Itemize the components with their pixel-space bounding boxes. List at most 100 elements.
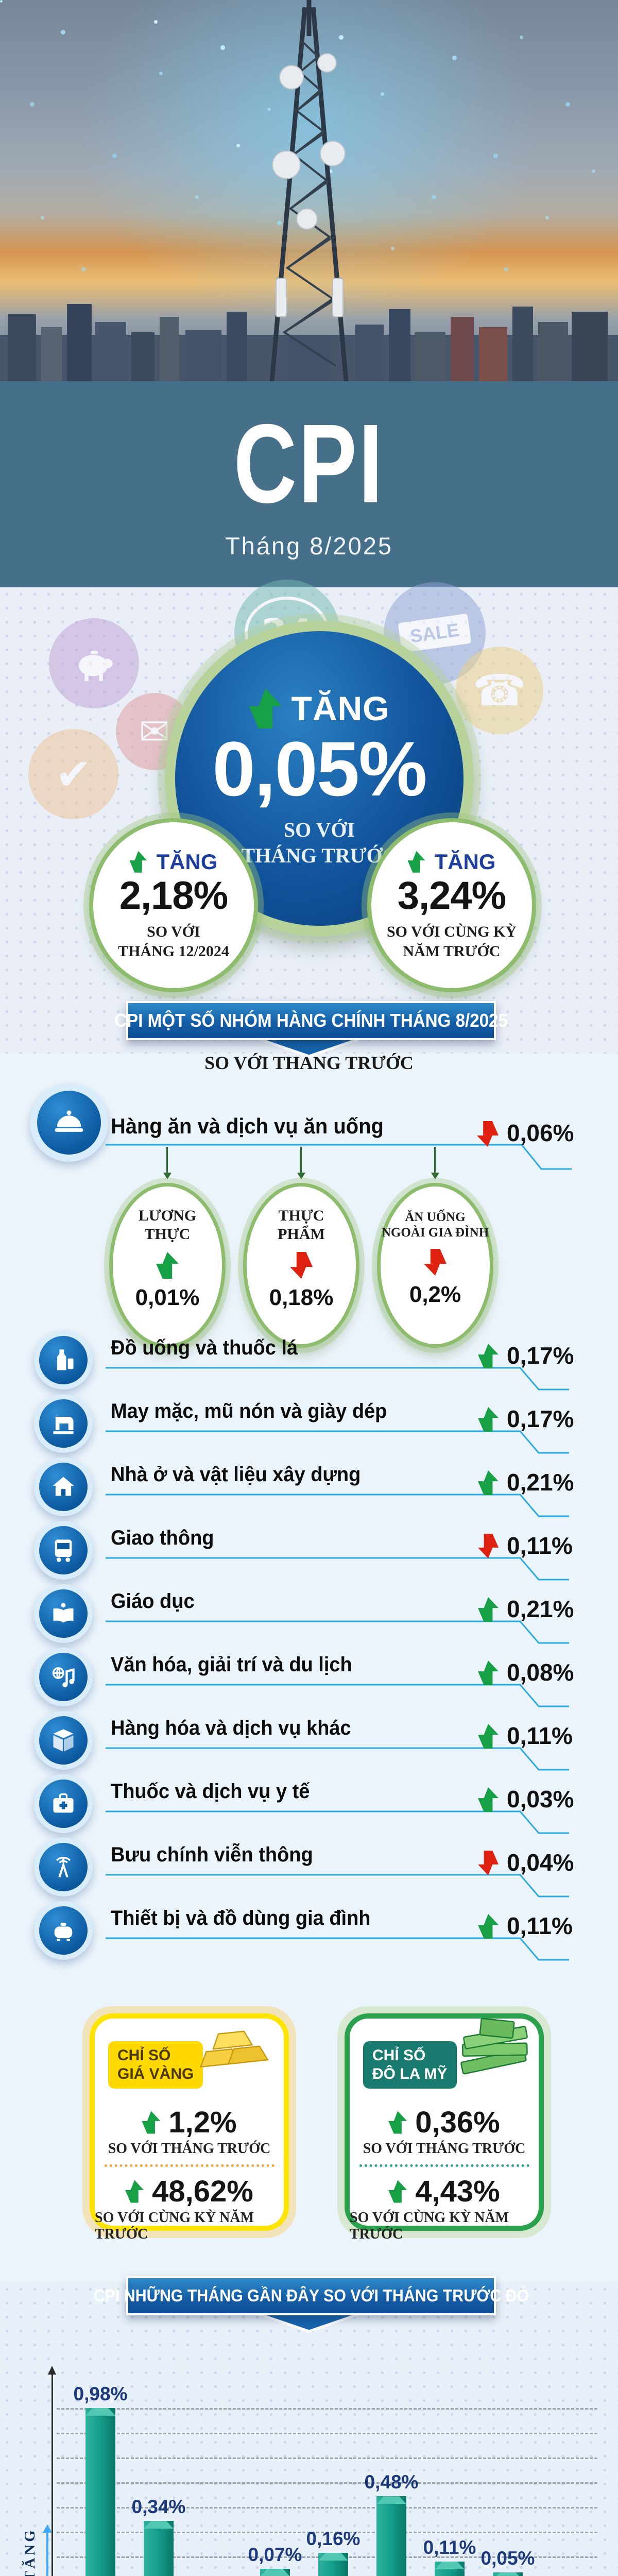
chart-section-banner: CPI NHỮNG THÁNG GẦN ĐÂY SO VỚI THÁNG TRƯ…: [93, 2276, 529, 2315]
gridline: [57, 2433, 597, 2434]
compare-line: THÁNG TRƯỚC: [241, 843, 398, 867]
usd-yoy-value: 4,43%: [415, 2175, 500, 2208]
page-title: CPI: [233, 401, 385, 527]
sub-value: 0,01%: [135, 1285, 200, 1310]
usd-yoy-caption: SO VỚI CÙNG KỲ NĂM TRƯỚC: [350, 2210, 509, 2242]
usd-chip: CHỈ SỐ ĐÔ LA MỸ: [363, 2041, 457, 2089]
piggy-bank-icon: [49, 618, 139, 708]
drop-connector: [163, 1147, 171, 1179]
up-arrow-icon: [388, 2180, 407, 2203]
category-label: Thuốc và dịch vụ y tế: [111, 1780, 310, 1803]
connector-line: [106, 1747, 569, 1771]
gold-chip: CHỈ SỐ GIÁ VÀNG: [108, 2041, 203, 2089]
drop-connector: [297, 1147, 305, 1179]
connector-line: [106, 1144, 572, 1170]
bar-value-label: 0,34%: [131, 2496, 186, 2518]
category-label: Thiết bị và đồ dùng gia đình: [111, 1907, 371, 1929]
bar-value-label: 0,11%: [423, 2537, 476, 2558]
category-value: 0,21%: [507, 1596, 574, 1622]
usd-mom-caption: SO VỚI THÁNG TRƯỚC: [363, 2141, 526, 2157]
category-label: Giáo dục: [111, 1590, 195, 1613]
bar-month-4: [260, 2568, 290, 2576]
cpi-vs-dec-indicator: TĂNG 2,18% SO VỚI THÁNG 12/2024: [89, 818, 258, 992]
up-arrow-icon: [125, 2180, 144, 2203]
cpi-yoy-indicator: TĂNG 3,24% SO VỚI CÙNG KỲ NĂM TRƯỚC: [367, 818, 536, 992]
phone-icon: ☎: [456, 647, 543, 734]
connector-line: [106, 1684, 569, 1707]
category-value: 0,03%: [507, 1786, 574, 1812]
left-direction-label: TĂNG: [156, 849, 218, 874]
usd-index-card: CHỈ SỐ ĐÔ LA MỸ 0,36% SO VỚI THÁNG TRƯỚC: [337, 2006, 551, 2242]
medical-kit-icon: [39, 1780, 88, 1828]
category-value: 0,08%: [507, 1659, 574, 1686]
gold-yoy-value: 48,62%: [152, 2175, 253, 2208]
connector-line: [106, 1810, 569, 1834]
food-group-value: 0,06%: [507, 1120, 574, 1146]
connector-line: [106, 1430, 569, 1454]
usd-mom-value: 0,36%: [415, 2106, 500, 2139]
house-icon: [39, 1463, 88, 1511]
city-skyline: [0, 304, 618, 381]
category-label: Bưu chính viễn thông: [111, 1843, 313, 1866]
page-subtitle: Tháng 8/2025: [225, 532, 393, 560]
groups-section-banner: CPI MỘT SỐ NHÓM HÀNG CHÍNH THÁNG 8/2025: [114, 1001, 508, 1040]
antenna-icon: [39, 1843, 88, 1891]
food-group-label: Hàng ăn và dịch vụ ăn uống: [111, 1114, 384, 1138]
food-service-icon: [37, 1091, 101, 1155]
connector-line: [106, 1620, 569, 1644]
up-arrow-icon: [129, 851, 147, 873]
culture-icon: [39, 1653, 88, 1701]
digital-glow: [77, 0, 541, 319]
food-sub-luong-thuc: LƯƠNG THỰC 0,01%: [109, 1183, 226, 1348]
bar-value-label: 0,07%: [248, 2544, 302, 2565]
right-direction-label: TĂNG: [434, 849, 496, 874]
check-badge-icon: ✔: [28, 729, 118, 819]
chart-banner-title: CPI NHỮNG THÁNG GẦN ĐÂY SO VỚI THÁNG TRƯ…: [93, 2286, 529, 2305]
food-sub-thuc-pham: THỰC PHẨM 0,18%: [243, 1183, 359, 1348]
gridline: [57, 2532, 597, 2533]
gridline: [57, 2458, 597, 2459]
drop-connector: [431, 1147, 439, 1179]
right-compare-text: SO VỚI CÙNG KỲ NĂM TRƯỚC: [387, 922, 517, 961]
compare-line: SO VỚI: [283, 818, 355, 841]
up-arrow-icon: [156, 1252, 179, 1279]
main-compare-text: SO VỚI THÁNG TRƯỚC: [241, 817, 397, 869]
left-cpi-value: 2,18%: [119, 873, 228, 918]
title-band: CPI Tháng 8/2025: [0, 381, 618, 587]
category-value: 0,11%: [507, 1912, 573, 1939]
left-compare-text: SO VỚI THÁNG 12/2024: [118, 922, 229, 961]
groups-banner-title: CPI MỘT SỐ NHÓM HÀNG CHÍNH THÁNG 8/2025: [114, 1010, 508, 1031]
category-value: 0,17%: [507, 1405, 574, 1432]
sub-value: 0,2%: [409, 1282, 461, 1307]
bar-chart-plot: TĂNG GIẢM 0,98%10,34%20,03%30,07%40,16%5…: [0, 2349, 618, 2576]
category-value: 0,04%: [507, 1849, 574, 1876]
education-icon: [39, 1589, 88, 1638]
bar-month-1: [85, 2408, 115, 2576]
bar-month-5: [318, 2553, 348, 2576]
up-arrow-icon: [142, 2111, 161, 2134]
category-label: May mặc, mũ nón và giày dép: [111, 1400, 387, 1422]
down-arrow-icon: [290, 1252, 313, 1279]
bar-value-label: 0,16%: [306, 2528, 360, 2550]
increase-arrow-icon: [43, 2524, 52, 2576]
compare-line: SO VỚI CÙNG KỲ: [387, 923, 517, 941]
sewing-machine-icon: [39, 1399, 88, 1448]
sub-label: LƯƠNG THỰC: [138, 1207, 197, 1243]
gold-values: 1,2% SO VỚI THÁNG TRƯỚC 48,62% SO VỚI CÙ…: [95, 2105, 284, 2243]
header-photo: [0, 0, 618, 381]
main-cpi-value: 0,05%: [212, 725, 427, 812]
usd-values: 0,36% SO VỚI THÁNG TRƯỚC 4,43% SO VỚI CÙ…: [350, 2105, 539, 2243]
category-label: Nhà ở và vật liệu xây dựng: [111, 1463, 361, 1486]
sub-label: THỰC PHẨM: [278, 1207, 325, 1243]
connector-line: [106, 1874, 569, 1897]
compare-line: THÁNG 12/2024: [118, 942, 229, 960]
bar-value-label: 0,48%: [364, 2471, 419, 2493]
goods-box-icon: [39, 1716, 88, 1765]
gold-yoy-caption: SO VỚI CÙNG KỲ NĂM TRƯỚC: [95, 2210, 254, 2242]
up-arrow-icon: [407, 851, 425, 873]
gridline: [57, 2408, 597, 2410]
category-label: Giao thông: [111, 1527, 214, 1549]
connector-line: [106, 1557, 569, 1581]
category-label: Văn hóa, giải trí và du lịch: [111, 1653, 352, 1676]
